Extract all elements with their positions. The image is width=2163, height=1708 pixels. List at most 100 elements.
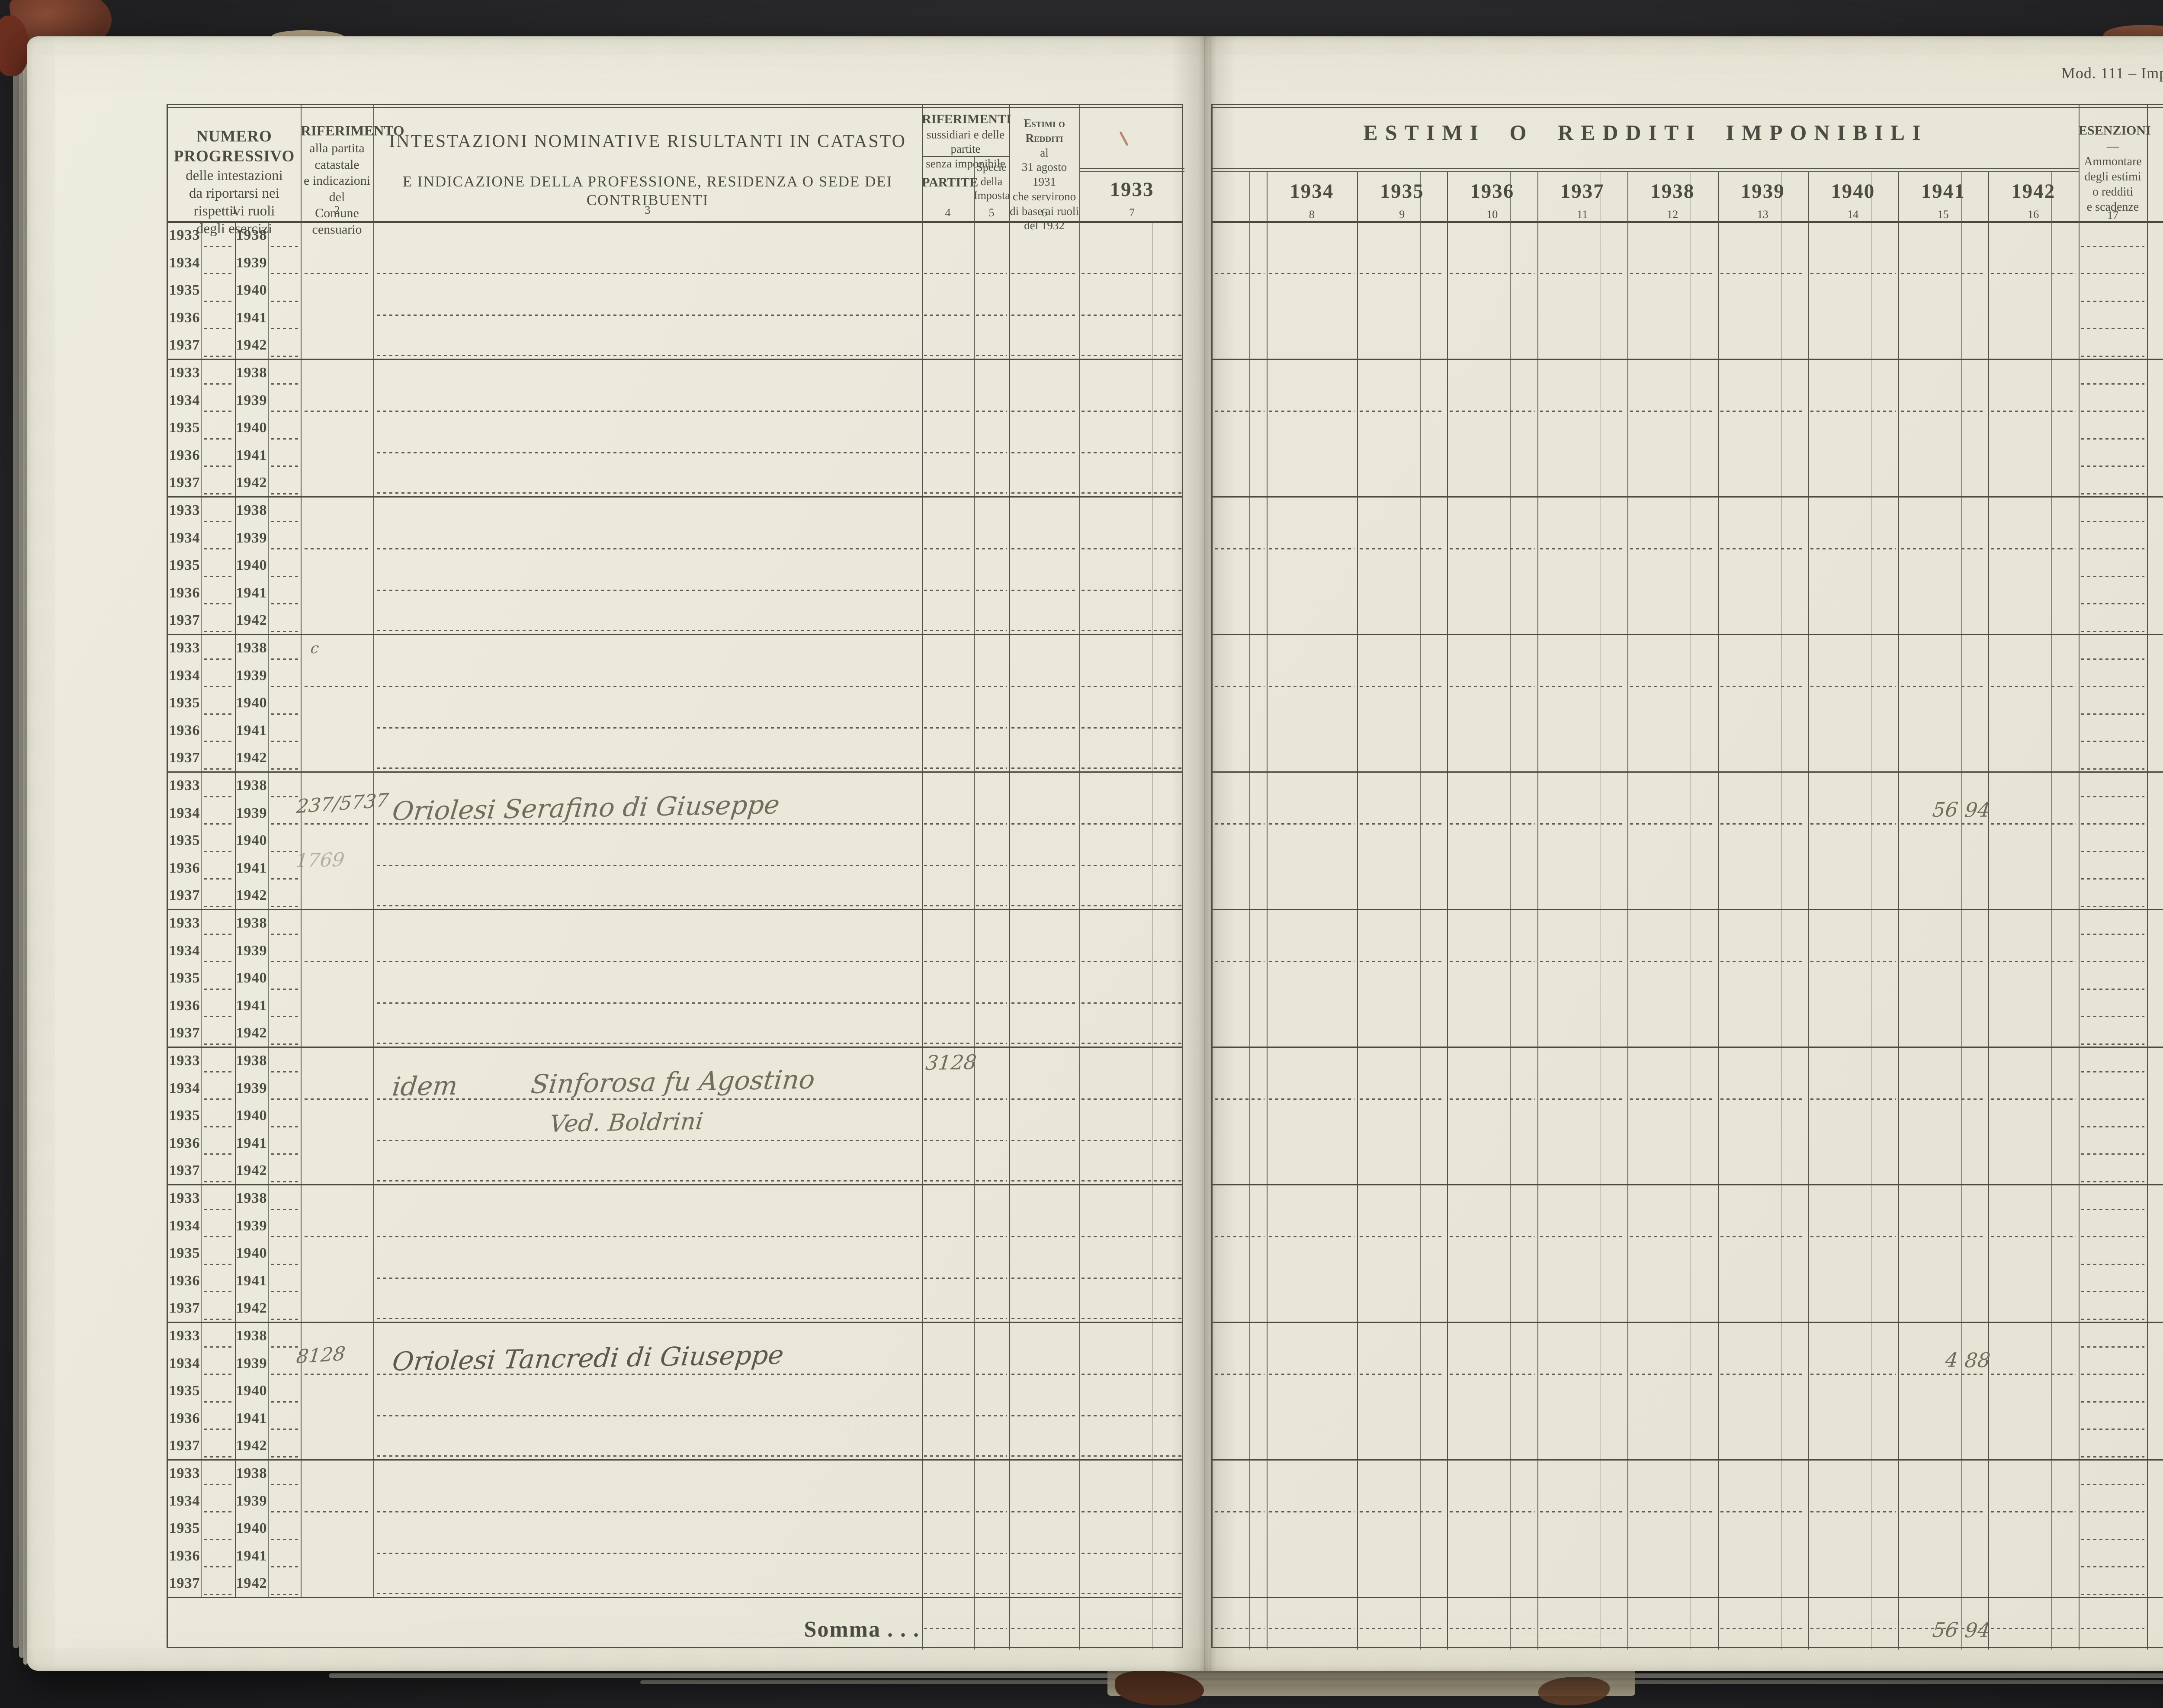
dotted-leader-line bbox=[2081, 741, 2144, 742]
row-year-label: 1937 bbox=[169, 887, 200, 904]
dotted-leader-line bbox=[271, 411, 299, 412]
dotted-leader-line bbox=[1900, 686, 1986, 687]
row-year-label: 1942 bbox=[236, 1025, 267, 1041]
row-year-label: 1935 bbox=[169, 970, 200, 986]
dotted-leader-line bbox=[1450, 548, 1535, 550]
ledger-open-page bbox=[27, 36, 2163, 1671]
dotted-leader-line bbox=[204, 1236, 233, 1238]
dotted-leader-line bbox=[1082, 1180, 1182, 1181]
dotted-leader-line bbox=[204, 933, 233, 935]
row-year-label: 1936 bbox=[169, 309, 200, 326]
dotted-leader-line bbox=[204, 300, 233, 302]
row-year-label: 1936 bbox=[169, 997, 200, 1014]
row-year-label: 1933 bbox=[169, 365, 200, 381]
dotted-leader-line bbox=[377, 630, 920, 631]
dotted-leader-line bbox=[1011, 1628, 1077, 1629]
dotted-leader-line bbox=[377, 411, 920, 412]
dotted-leader-line bbox=[271, 1566, 299, 1568]
dotted-leader-line bbox=[305, 1236, 371, 1238]
dotted-leader-line bbox=[1011, 589, 1077, 591]
dotted-leader-line bbox=[1630, 411, 1715, 412]
column-rule bbox=[1808, 172, 1809, 1650]
dotted-leader-line bbox=[2081, 1566, 2144, 1568]
dotted-leader-line bbox=[924, 1511, 972, 1513]
dotted-leader-line bbox=[377, 1236, 920, 1238]
row-year-label: 1936 bbox=[169, 1272, 200, 1289]
dotted-leader-line bbox=[2081, 1098, 2144, 1100]
row-year-label: 1939 bbox=[236, 667, 267, 684]
dotted-leader-line bbox=[1810, 823, 1896, 825]
dotted-leader-line bbox=[924, 1415, 972, 1416]
dotted-leader-line bbox=[976, 823, 1007, 825]
dotted-leader-line bbox=[976, 686, 1007, 687]
dotted-leader-line bbox=[1215, 823, 1264, 825]
dotted-leader-line bbox=[1450, 411, 1535, 412]
dotted-leader-line bbox=[271, 1456, 299, 1458]
dotted-leader-line bbox=[1810, 1236, 1896, 1238]
row-year-label: 1936 bbox=[169, 860, 200, 876]
header-numero-progressivo: NUMERO PROGRESSIVO delle intestazioni da… bbox=[168, 127, 301, 238]
dotted-leader-line bbox=[271, 1043, 299, 1045]
column-number: 12 bbox=[1667, 208, 1678, 221]
dotted-leader-line bbox=[204, 1483, 233, 1485]
dotted-leader-line bbox=[1082, 961, 1182, 963]
header-line: Ammontare bbox=[2084, 154, 2142, 168]
row-year-label: 1939 bbox=[236, 392, 267, 408]
dotted-leader-line bbox=[1540, 1236, 1625, 1238]
dotted-leader-line bbox=[271, 713, 299, 715]
dotted-leader-line bbox=[924, 1455, 972, 1457]
dotted-leader-line bbox=[1450, 686, 1535, 687]
header-line: Estimi o Redditi bbox=[1024, 117, 1065, 144]
dotted-leader-line bbox=[976, 492, 1007, 494]
dotted-leader-line bbox=[1359, 1374, 1444, 1375]
dotted-leader-line bbox=[204, 1594, 233, 1595]
dotted-leader-line bbox=[204, 988, 233, 990]
dotted-leader-line bbox=[924, 1277, 972, 1279]
dotted-leader-line bbox=[1540, 823, 1625, 825]
dotted-leader-line bbox=[305, 686, 371, 687]
header-year-1938: 1938 bbox=[1650, 180, 1695, 202]
row-rule bbox=[168, 359, 1182, 360]
dotted-leader-line bbox=[2081, 1511, 2144, 1513]
row-year-label: 1941 bbox=[236, 447, 267, 463]
header-line: ESENZIONI bbox=[2079, 123, 2151, 138]
dotted-leader-line bbox=[1082, 767, 1182, 769]
dotted-leader-line bbox=[204, 245, 233, 247]
row-year-label: 1940 bbox=[236, 557, 267, 574]
dotted-leader-line bbox=[377, 727, 920, 729]
row-rule bbox=[168, 1322, 1182, 1323]
dotted-leader-line bbox=[976, 548, 1007, 550]
row-year-label: 1937 bbox=[169, 475, 200, 491]
dotted-leader-line bbox=[305, 1098, 371, 1100]
dotted-leader-line bbox=[1810, 411, 1896, 412]
dotted-leader-line bbox=[1011, 864, 1077, 866]
dotted-leader-line bbox=[1011, 1277, 1077, 1279]
dotted-leader-line bbox=[1011, 686, 1077, 687]
dotted-leader-line bbox=[1450, 1098, 1535, 1100]
dotted-leader-line bbox=[271, 603, 299, 605]
dotted-leader-line bbox=[377, 1318, 920, 1319]
column-rule bbox=[301, 105, 302, 1598]
dotted-leader-line bbox=[1011, 630, 1077, 631]
row-rule bbox=[1213, 1047, 2163, 1048]
dotted-leader-line bbox=[204, 1043, 233, 1045]
column-rule bbox=[974, 156, 975, 1650]
dotted-leader-line bbox=[2081, 1126, 2144, 1127]
header-line: 31 agosto 1931 bbox=[1021, 161, 1067, 188]
dotted-leader-line bbox=[1900, 1236, 1986, 1238]
dotted-leader-line bbox=[976, 1002, 1007, 1004]
dotted-leader-line bbox=[976, 1552, 1007, 1554]
dotted-leader-line bbox=[976, 1455, 1007, 1457]
dotted-leader-line bbox=[1011, 1511, 1077, 1513]
dotted-leader-line bbox=[976, 589, 1007, 591]
dotted-leader-line bbox=[2081, 1319, 2144, 1320]
dotted-leader-line bbox=[1082, 1374, 1182, 1375]
handwritten-name-line2: Ved. Boldrini bbox=[548, 1107, 705, 1138]
dotted-leader-line bbox=[1450, 1374, 1535, 1375]
dotted-leader-line bbox=[377, 1098, 920, 1100]
dotted-leader-line bbox=[2081, 1374, 2144, 1375]
handwritten-name: Oriolesi Serafino di Giuseppe bbox=[391, 790, 781, 827]
dotted-leader-line bbox=[1900, 961, 1986, 963]
dotted-leader-line bbox=[924, 314, 972, 316]
row-year-label: 1938 bbox=[236, 1465, 267, 1481]
